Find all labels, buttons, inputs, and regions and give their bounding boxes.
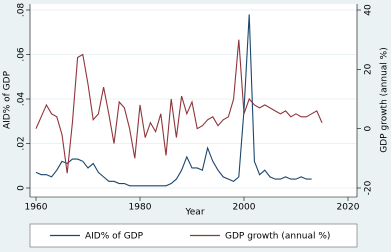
legend-label: AID% of GDP <box>85 232 144 242</box>
y2-tick-label: 0 <box>364 126 374 132</box>
series-line <box>35 39 323 174</box>
y-tick-label: .08 <box>17 3 27 18</box>
y-axis-title: AID% of GDP <box>3 70 13 129</box>
x-tick-label: 1980 <box>129 203 152 213</box>
x-tick-label: 1960 <box>25 203 48 213</box>
x-tick-label: 2020 <box>337 203 360 213</box>
x-tick-label: 2000 <box>233 203 256 213</box>
y2-tick-label: 20 <box>364 63 374 75</box>
y-tick-label: 0 <box>17 185 27 191</box>
plot-area <box>30 4 357 197</box>
y2-axis-title: GDP growth (annual %) <box>380 47 390 152</box>
series-line <box>35 14 312 187</box>
y-tick-label: .06 <box>17 47 27 62</box>
y-tick-label: .04 <box>17 92 27 107</box>
y2-tick-label: 40 <box>364 4 374 16</box>
y-tick-label: .02 <box>17 136 27 150</box>
legend-label: GDP growth (annual %) <box>225 232 330 242</box>
y2-tick-label: -20 <box>364 180 374 195</box>
x-axis-title: Year <box>184 208 204 218</box>
